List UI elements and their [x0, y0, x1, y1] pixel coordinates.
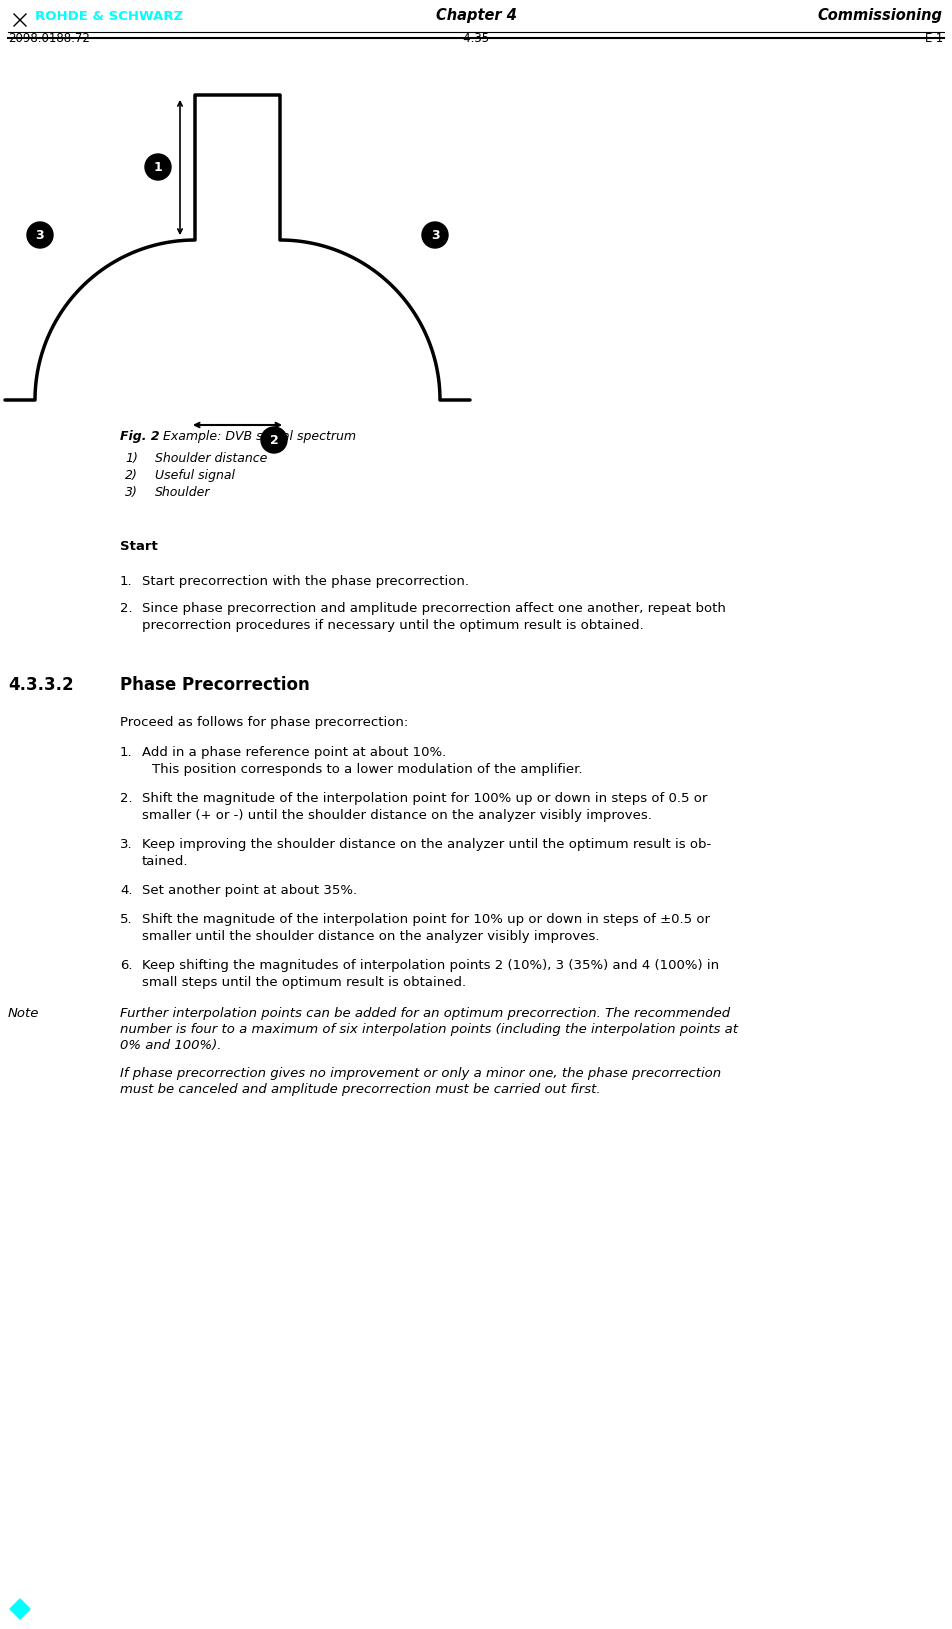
Circle shape: [27, 222, 53, 248]
Text: Chapter 4: Chapter 4: [436, 8, 516, 23]
Text: Example: DVB signal spectrum: Example: DVB signal spectrum: [155, 430, 356, 443]
Text: Shoulder: Shoulder: [155, 485, 210, 498]
Text: - 4.35 -: - 4.35 -: [455, 33, 497, 46]
Text: Shift the magnitude of the interpolation point for 100% up or down in steps of 0: Shift the magnitude of the interpolation…: [142, 792, 707, 805]
Text: 2.: 2.: [120, 603, 132, 616]
Text: Shoulder distance: Shoulder distance: [155, 451, 268, 464]
Text: small steps until the optimum result is obtained.: small steps until the optimum result is …: [142, 976, 466, 989]
Text: smaller (+ or -) until the shoulder distance on the analyzer visibly improves.: smaller (+ or -) until the shoulder dist…: [142, 810, 652, 823]
Text: E-1: E-1: [924, 33, 944, 46]
Text: 2.: 2.: [120, 792, 132, 805]
Text: 2098.0188.72: 2098.0188.72: [8, 33, 89, 46]
Text: Note: Note: [8, 1007, 39, 1020]
Text: Phase Precorrection: Phase Precorrection: [120, 676, 309, 694]
Text: 3: 3: [35, 228, 45, 241]
Text: ROHDE & SCHWARZ: ROHDE & SCHWARZ: [35, 10, 183, 23]
Text: Fig. 2: Fig. 2: [120, 430, 160, 443]
Text: 2: 2: [269, 433, 278, 446]
Text: 3.: 3.: [120, 837, 132, 850]
Text: Proceed as follows for phase precorrection:: Proceed as follows for phase precorrecti…: [120, 717, 408, 730]
Text: Commissioning: Commissioning: [817, 8, 942, 23]
Text: Set another point at about 35%.: Set another point at about 35%.: [142, 885, 357, 898]
Text: 1.: 1.: [120, 746, 132, 759]
Text: 2): 2): [125, 469, 138, 482]
Text: This position corresponds to a lower modulation of the amplifier.: This position corresponds to a lower mod…: [152, 762, 583, 775]
Text: smaller until the shoulder distance on the analyzer visibly improves.: smaller until the shoulder distance on t…: [142, 930, 600, 943]
Text: 3): 3): [125, 485, 138, 498]
Text: Further interpolation points can be added for an optimum precorrection. The reco: Further interpolation points can be adde…: [120, 1007, 730, 1020]
Text: Useful signal: Useful signal: [155, 469, 235, 482]
Text: Start: Start: [120, 539, 158, 552]
Text: If phase precorrection gives no improvement or only a minor one, the phase preco: If phase precorrection gives no improvem…: [120, 1067, 721, 1080]
Text: 4.: 4.: [120, 885, 132, 898]
Text: 3: 3: [430, 228, 439, 241]
Text: 0% and 100%).: 0% and 100%).: [120, 1039, 222, 1052]
Text: 1: 1: [153, 161, 163, 174]
Text: Keep shifting the magnitudes of interpolation points 2 (10%), 3 (35%) and 4 (100: Keep shifting the magnitudes of interpol…: [142, 959, 719, 973]
Text: tained.: tained.: [142, 855, 188, 868]
Text: Start precorrection with the phase precorrection.: Start precorrection with the phase preco…: [142, 575, 469, 588]
Text: 5.: 5.: [120, 912, 132, 925]
Text: precorrection procedures if necessary until the optimum result is obtained.: precorrection procedures if necessary un…: [142, 619, 644, 632]
Text: must be canceled and amplitude precorrection must be carried out first.: must be canceled and amplitude precorrec…: [120, 1083, 601, 1096]
Polygon shape: [10, 1600, 30, 1619]
Text: 1.: 1.: [120, 575, 132, 588]
Text: 1): 1): [125, 451, 138, 464]
Text: 6.: 6.: [120, 959, 132, 973]
Text: Shift the magnitude of the interpolation point for 10% up or down in steps of ±0: Shift the magnitude of the interpolation…: [142, 912, 710, 925]
Circle shape: [422, 222, 448, 248]
Text: Add in a phase reference point at about 10%.: Add in a phase reference point at about …: [142, 746, 446, 759]
Text: 4.3.3.2: 4.3.3.2: [8, 676, 73, 694]
Text: number is four to a maximum of six interpolation points (including the interpola: number is four to a maximum of six inter…: [120, 1023, 738, 1036]
Text: Keep improving the shoulder distance on the analyzer until the optimum result is: Keep improving the shoulder distance on …: [142, 837, 711, 850]
Circle shape: [261, 427, 287, 453]
Text: Since phase precorrection and amplitude precorrection affect one another, repeat: Since phase precorrection and amplitude …: [142, 603, 725, 616]
Circle shape: [145, 155, 171, 179]
